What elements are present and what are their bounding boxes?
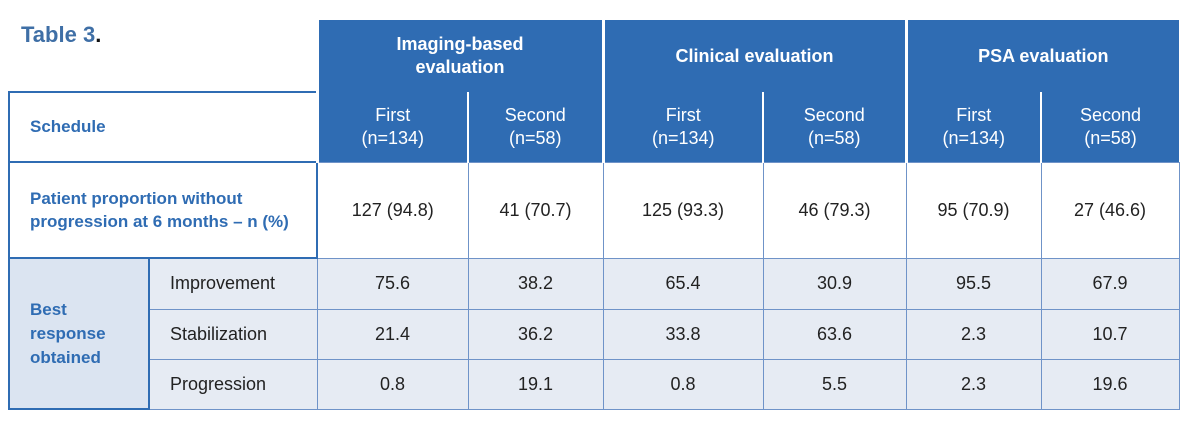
- data-cell: 127 (94.8): [316, 161, 469, 259]
- subcolumn-n: (n=58): [508, 127, 562, 148]
- data-cell: 125 (93.3): [602, 161, 764, 259]
- subcolumn-n: (n=58): [807, 127, 861, 148]
- table-row: Schedule First (n=134) Second (n=58) First (n=…: [8, 91, 1180, 163]
- group-label: Best response obtained: [8, 257, 150, 410]
- row-label: Progression: [148, 358, 318, 410]
- subcolumn-label: Second: [803, 104, 865, 125]
- data-cell: 95.5: [905, 257, 1042, 310]
- data-cell: 65.4: [602, 257, 764, 310]
- row-label: Improvement: [148, 257, 318, 310]
- column-group: Clinical evaluation: [601, 20, 907, 92]
- data-cell: 2.3: [905, 358, 1042, 410]
- data-cell: 38.2: [467, 257, 604, 310]
- table-row: Stabilization 21.4 36.2 33.8 63.6 2.3 10.7: [9, 308, 1180, 360]
- subcolumn-label: Second: [1079, 104, 1142, 125]
- data-cell: 30.9: [762, 257, 907, 310]
- data-cell: 2.3: [905, 308, 1042, 360]
- data-cell: 19.1: [467, 358, 604, 410]
- subcolumn: Second (n=58): [761, 92, 907, 162]
- subcolumn-label: First: [665, 104, 701, 125]
- subcolumn-label: First: [375, 104, 411, 125]
- data-cell: 75.6: [316, 257, 469, 310]
- title-cell: Table 3.: [9, 20, 317, 92]
- results-table: Table 3. Imaging-based evaluation Clinical…: [8, 20, 1180, 410]
- title-punct: .: [95, 22, 102, 47]
- data-cell: 67.9: [1040, 257, 1180, 310]
- data-cell: 0.8: [602, 358, 764, 410]
- subcolumn: First (n=134): [904, 92, 1042, 162]
- table-row: Table 3. Imaging-based evaluation Clinical…: [9, 20, 1180, 92]
- data-cell: 41 (70.7): [467, 161, 604, 259]
- table-title: Table 3: [21, 22, 96, 47]
- column-group: PSA evaluation: [904, 20, 1180, 92]
- table-row: Progression 0.8 19.1 0.8 5.5 2.3 19.6: [9, 358, 1180, 410]
- data-cell: 46 (79.3): [762, 161, 907, 259]
- group-label: Imaging-based evaluation: [396, 34, 524, 77]
- data-cell: 33.8: [602, 308, 764, 360]
- data-cell: 21.4: [316, 308, 469, 360]
- subcolumn-n: (n=58): [1084, 127, 1137, 148]
- table-body: Table 3. Imaging-based evaluation Clinical…: [8, 20, 1180, 410]
- subcolumn-label: First: [956, 104, 992, 125]
- schedule-label: Schedule: [8, 91, 318, 163]
- subcolumn-n: (n=134): [942, 127, 1006, 148]
- data-cell: 27 (46.6): [1040, 161, 1180, 259]
- data-cell: 36.2: [467, 308, 604, 360]
- row-label: Stabilization: [148, 308, 318, 360]
- column-group: Imaging-based evaluation: [315, 20, 603, 92]
- subcolumn: Second (n=58): [467, 92, 603, 162]
- group-label: Clinical evaluation: [675, 45, 834, 66]
- data-cell: 10.7: [1040, 308, 1180, 360]
- data-cell: 19.6: [1040, 358, 1180, 410]
- group-label: PSA evaluation: [978, 45, 1109, 66]
- data-cell: 0.8: [316, 358, 469, 410]
- subcolumn-n: (n=134): [361, 127, 425, 148]
- row-label: Patient proportion without progression a…: [8, 161, 318, 259]
- table-row: Best response obtained Improvement 75.6 38.…: [8, 257, 1180, 410]
- data-cell: 63.6: [762, 308, 907, 360]
- table-row: Patient proportion without progression a…: [8, 161, 1180, 259]
- subcolumn: Second (n=58): [1040, 92, 1180, 162]
- data-cell: 5.5: [762, 358, 907, 410]
- subcolumn-n: (n=134): [651, 127, 715, 148]
- subcolumn: First (n=134): [315, 92, 468, 162]
- data-cell: 95 (70.9): [905, 161, 1042, 259]
- subcolumn: First (n=134): [601, 92, 763, 162]
- subcolumn-label: Second: [504, 104, 566, 125]
